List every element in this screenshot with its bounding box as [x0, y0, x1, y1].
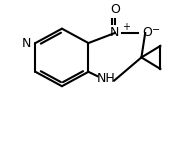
Text: +: +	[122, 21, 130, 32]
Text: NH: NH	[97, 72, 116, 85]
Text: N: N	[110, 26, 120, 40]
Text: −: −	[152, 25, 160, 35]
Text: O: O	[142, 26, 152, 40]
Text: O: O	[110, 3, 120, 16]
Text: N: N	[21, 37, 31, 50]
